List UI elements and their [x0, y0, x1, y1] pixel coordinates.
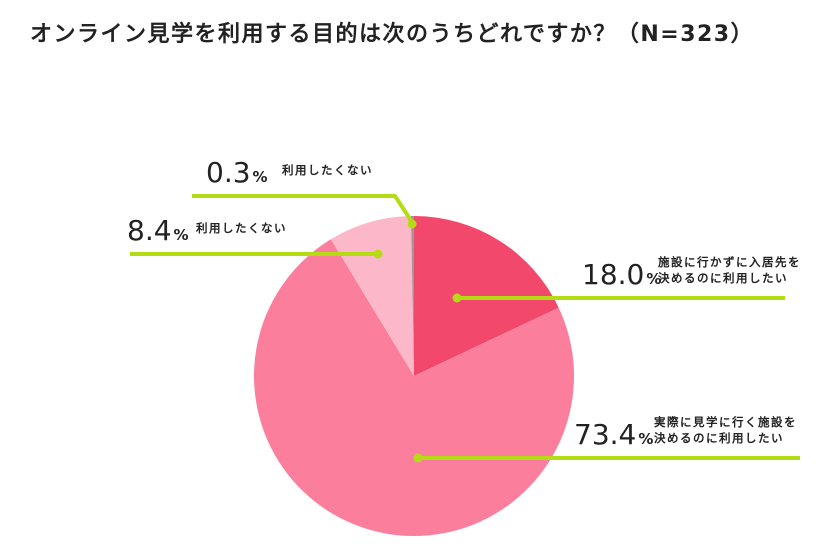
- leader-dot-1: [413, 453, 423, 463]
- data-label-1: 73.4%: [574, 418, 653, 451]
- slice-label-0-line-1: 決めるのに利用したい: [658, 271, 788, 285]
- pie-slice-3: [410, 216, 414, 376]
- leader-line-3: [192, 194, 414, 224]
- slice-label-3-line-0: 利用したくない: [281, 163, 373, 177]
- pie-slice-2: [330, 216, 414, 376]
- chart-title: オンライン見学を利用する目的は次のうちどれですか？（N=323）: [30, 22, 755, 47]
- leader-dot-2: [373, 249, 383, 259]
- slice-label-2-line-0: 利用したくない: [195, 221, 287, 235]
- leader-dot-0: [452, 293, 462, 303]
- pie-slice-1: [254, 239, 575, 537]
- slice-label-1-line-1: 決めるのに利用したい: [654, 431, 784, 445]
- data-label-0: 18.0%: [582, 258, 661, 291]
- leader-dot-3: [407, 219, 417, 229]
- slice-label-0-line-0: 施設に行かずに入居先を: [658, 255, 801, 269]
- data-label-3: 0.3%: [206, 156, 268, 189]
- slice-label-1-line-0: 実際に見学に行く施設を: [654, 415, 797, 429]
- data-label-2: 8.4%: [127, 214, 189, 247]
